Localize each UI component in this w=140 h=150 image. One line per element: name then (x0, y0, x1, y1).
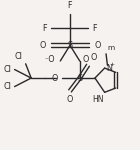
Text: O: O (91, 53, 97, 62)
Text: ⁻O: ⁻O (44, 55, 55, 64)
Text: Cl: Cl (4, 82, 12, 91)
Text: F: F (68, 1, 72, 10)
Text: F: F (42, 24, 46, 33)
Text: m: m (107, 45, 115, 51)
Text: F: F (92, 24, 97, 33)
Text: O: O (39, 41, 46, 50)
Text: S: S (77, 74, 82, 82)
Text: +: + (110, 62, 115, 67)
Text: O: O (67, 95, 73, 104)
Text: S: S (67, 41, 73, 50)
Text: Cl: Cl (15, 52, 23, 61)
Text: O: O (52, 74, 58, 82)
Text: Cl: Cl (4, 65, 12, 74)
Text: O: O (82, 55, 89, 64)
Text: O: O (94, 41, 101, 50)
Text: HN: HN (92, 95, 103, 104)
Text: N: N (106, 64, 112, 73)
